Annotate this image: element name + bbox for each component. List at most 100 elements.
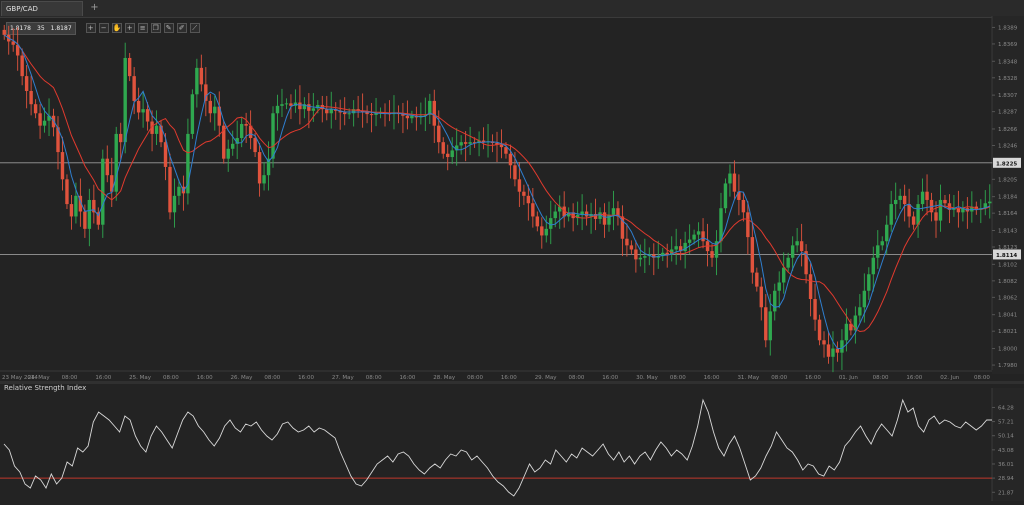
bear-candle (517, 179, 522, 192)
add-tab-button[interactable]: + (90, 2, 99, 13)
price-axis-bg (992, 16, 1024, 374)
bull-candle (777, 282, 781, 291)
price-tick-label: 1.8000 (998, 347, 1018, 353)
bull-candle (275, 105, 280, 114)
list-icon[interactable]: ≡ (137, 23, 148, 33)
bull-candle (858, 307, 862, 316)
bear-candle (145, 109, 150, 122)
bear-candle (432, 100, 436, 126)
bear-candle (199, 67, 204, 85)
bull-candle (271, 113, 275, 159)
bull-candle (575, 214, 580, 219)
rsi-tick-label: 21.87 (998, 490, 1014, 496)
time-tick-label: 08:00 (264, 375, 280, 381)
bear-candle (616, 208, 620, 217)
bull-candle (329, 109, 333, 114)
bull-candle (280, 104, 284, 106)
price-chart[interactable]: 1.8389 1.8369 1.8348 1.8328 1.8307 1.8287 1.82… (0, 0, 1024, 381)
bear-candle (446, 153, 450, 158)
time-tick-label: 28. May (433, 375, 456, 381)
price-tick-label: 1.8041 (998, 313, 1017, 319)
bull-candle (643, 256, 647, 258)
bull-candle (719, 208, 723, 242)
zoom-out-icon[interactable]: − (98, 23, 109, 33)
bear-candle (78, 195, 83, 212)
bear-candle (342, 112, 347, 115)
panel-divider[interactable] (0, 381, 1024, 384)
bear-candle (535, 216, 540, 227)
bear-candle (526, 195, 531, 204)
bear-candle (298, 102, 302, 110)
time-tick-label: 16:00 (805, 375, 821, 381)
copy-icon[interactable]: ❐ (150, 23, 161, 33)
tab-gbpcad[interactable]: GBP/CAD (1, 1, 83, 16)
bear-candle (2, 29, 6, 35)
bull-candle (661, 252, 665, 257)
zoom-in-icon[interactable]: + (85, 23, 96, 33)
bull-candle (611, 208, 616, 215)
bull-candle (74, 195, 78, 217)
hand-icon[interactable]: ✋ (111, 23, 122, 33)
bull-candle (311, 108, 316, 111)
bull-candle (920, 191, 925, 205)
bear-candle (136, 100, 141, 113)
bull-candle (670, 249, 674, 255)
bear-candle (38, 113, 42, 126)
bear-candle (163, 142, 168, 167)
bear-candle (365, 112, 369, 115)
bear-candle (562, 206, 566, 217)
bear-candle (907, 204, 911, 217)
brush-icon[interactable]: ✐ (176, 23, 187, 33)
time-tick-label: 16:00 (906, 375, 922, 381)
bull-candle (302, 104, 307, 110)
bear-candle (750, 237, 755, 273)
moving-average-fast (3, 34, 991, 349)
bull-candle (862, 290, 867, 308)
bear-candle (902, 195, 907, 205)
bear-candle (159, 125, 163, 143)
bull-candle (226, 148, 230, 159)
time-tick-label: 02. Jun (940, 375, 960, 381)
price-tick-label: 1.8266 (998, 127, 1018, 133)
bear-candle (513, 165, 517, 180)
line-tool-icon[interactable]: ⟋ (189, 23, 200, 33)
bull-candle (840, 340, 844, 353)
price-tick-label: 1.8062 (998, 295, 1017, 301)
bear-candle (248, 125, 253, 139)
bear-candle (244, 124, 248, 126)
bear-candle (463, 142, 468, 144)
bear-candle (105, 158, 109, 176)
price-tick-label: 1.8123 (998, 245, 1018, 251)
bear-candle (56, 127, 60, 153)
bid-price: 1.8178 (10, 24, 31, 32)
bear-candle (911, 216, 916, 225)
crosshair-icon[interactable]: + (124, 23, 135, 33)
time-tick-label: 08:00 (163, 375, 179, 381)
price-tick-label: 1.8287 (998, 110, 1018, 116)
bear-candle (168, 166, 172, 213)
bear-candle (943, 199, 947, 204)
bear-candle (253, 138, 257, 153)
moving-average-slow (3, 34, 990, 333)
time-tick-label: 08:00 (873, 375, 889, 381)
bear-candle (634, 249, 638, 260)
bear-candle (817, 319, 822, 341)
time-tick-label: 16:00 (501, 375, 517, 381)
bull-candle (213, 106, 217, 114)
price-tick-label: 1.8205 (998, 177, 1018, 183)
bear-candle (15, 44, 20, 56)
price-tick-label: 1.8307 (998, 93, 1018, 99)
bull-candle (266, 158, 271, 176)
bull-candle (885, 224, 889, 242)
pencil-icon[interactable]: ✎ (163, 23, 174, 33)
bear-candle (835, 348, 840, 353)
bull-candle (889, 204, 893, 225)
bull-candle (983, 203, 987, 209)
time-tick-label: 16:00 (400, 375, 416, 381)
time-tick-label: 08:00 (771, 375, 787, 381)
bear-candle (678, 246, 683, 252)
price-tick-label: 1.8021 (998, 329, 1017, 335)
bull-candle (871, 257, 875, 275)
bull-candle (831, 348, 835, 357)
bull-candle (795, 241, 799, 246)
